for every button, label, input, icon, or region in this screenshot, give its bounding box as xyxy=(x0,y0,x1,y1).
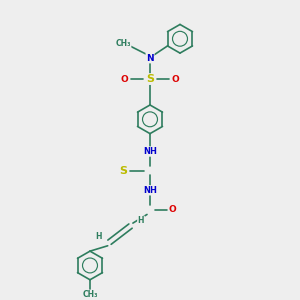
Text: O: O xyxy=(169,205,176,214)
Text: O: O xyxy=(172,74,179,83)
Text: S: S xyxy=(120,166,128,176)
Text: H: H xyxy=(138,216,144,225)
Text: O: O xyxy=(121,74,128,83)
Text: H: H xyxy=(96,232,102,241)
Text: CH₃: CH₃ xyxy=(82,290,98,299)
Text: NH: NH xyxy=(143,186,157,195)
Text: N: N xyxy=(146,54,154,63)
Text: CH₃: CH₃ xyxy=(115,39,131,48)
Text: S: S xyxy=(146,74,154,84)
Text: NH: NH xyxy=(143,147,157,156)
